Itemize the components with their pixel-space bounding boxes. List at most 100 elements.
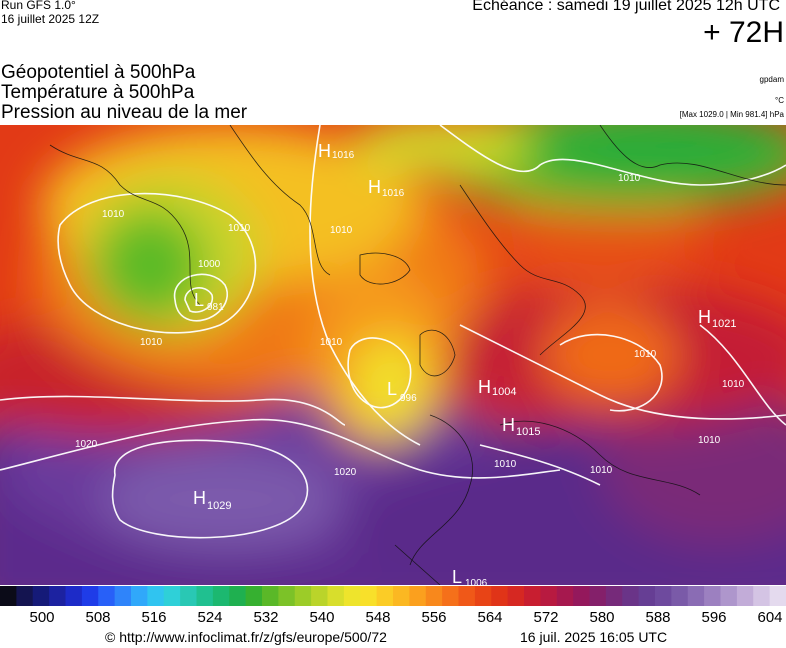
low-center-value: 996 xyxy=(400,393,417,404)
high-center-value: 1021 xyxy=(712,318,736,330)
unit-geopotential: gpdam xyxy=(759,75,784,84)
colorbar-swatch xyxy=(556,586,574,606)
title-geopotential: Géopotentiel à 500hPa xyxy=(1,62,196,83)
isobar-label: 1020 xyxy=(334,467,357,478)
colorbar-swatch xyxy=(311,586,329,606)
generated-date: 16 juil. 2025 16:05 UTC xyxy=(520,629,668,645)
colorbar-tick-label: 588 xyxy=(645,609,671,626)
colorbar-swatch xyxy=(360,586,378,606)
colorbar-swatch xyxy=(163,586,181,606)
unit-temperature: °C xyxy=(775,96,784,105)
isobar-label: 1010 xyxy=(140,337,163,348)
colorbar-swatch xyxy=(65,586,83,606)
colorbar-swatch xyxy=(212,586,230,606)
colorbar-swatch xyxy=(655,586,672,606)
isobar-label: 1020 xyxy=(75,439,98,450)
colorbar-swatch xyxy=(769,586,786,606)
unit-pressure-range: [Max 1029.0 | Min 981.4] hPa xyxy=(679,110,784,119)
colorbar-swatch xyxy=(491,586,509,606)
colorbar-swatch xyxy=(671,586,689,606)
colorbar-swatch xyxy=(458,586,476,606)
colorbar-swatch xyxy=(16,586,34,606)
title-temperature: Température à 500hPa xyxy=(1,82,195,103)
colorbar-tick-label: 580 xyxy=(589,609,615,626)
colorbar-tick-label: 524 xyxy=(197,609,223,626)
colorbar-tick-label: 604 xyxy=(757,609,783,626)
colorbar-swatch xyxy=(736,586,754,606)
isobar-label: 1010 xyxy=(634,349,657,360)
weather-map: L 981 L 996 L 1006 H 1029 H 1021 H 1015 … xyxy=(0,125,786,585)
colorbar-swatch xyxy=(98,586,116,606)
colorbar-swatch xyxy=(540,586,558,606)
colorbar-swatch xyxy=(704,586,722,606)
colorbar-swatch xyxy=(294,586,312,606)
high-center-label: H xyxy=(368,177,381,197)
colorbar-swatch xyxy=(605,586,623,606)
colorbar-swatch xyxy=(343,586,361,606)
colorbar-swatch xyxy=(409,586,427,606)
isobar-label: 1010 xyxy=(228,223,251,234)
colorbar xyxy=(0,586,786,606)
colorbar-swatch xyxy=(229,586,247,606)
high-center-value: 1029 xyxy=(207,500,231,512)
isobar-label: 1010 xyxy=(590,465,613,476)
colorbar-swatch xyxy=(573,586,591,606)
run-date: 16 juillet 2025 12Z xyxy=(1,12,100,26)
low-center-value: 981 xyxy=(207,302,224,313)
colorbar-swatch xyxy=(180,586,198,606)
low-center-label: L xyxy=(452,567,462,585)
colorbar-swatch xyxy=(327,586,345,606)
colorbar-tick-label: 556 xyxy=(421,609,447,626)
colorbar-swatch xyxy=(393,586,410,606)
colorbar-tick-label: 500 xyxy=(29,609,55,626)
isobar-label: 1010 xyxy=(330,225,353,236)
high-center-label: H xyxy=(318,141,331,161)
isobar-label: 1010 xyxy=(698,435,721,446)
colorbar-swatch xyxy=(687,586,705,606)
colorbar-swatch xyxy=(196,586,214,606)
colorbar-tick-label: 596 xyxy=(701,609,727,626)
colorbar-tick-label: 548 xyxy=(365,609,391,626)
isobar-label: 1010 xyxy=(320,337,343,348)
high-center-value: 1015 xyxy=(516,426,540,438)
low-center-value: 1006 xyxy=(465,578,488,585)
colorbar-swatch xyxy=(720,586,738,606)
colorbar-swatch xyxy=(262,586,279,606)
colorbar-swatch xyxy=(474,586,492,606)
high-center-value: 1016 xyxy=(332,150,355,161)
colorbar-swatch xyxy=(442,586,460,606)
colorbar-swatch xyxy=(147,586,165,606)
isobar-label: 1010 xyxy=(722,379,745,390)
colorbar-tick-label: 572 xyxy=(533,609,559,626)
colorbar-swatch xyxy=(278,586,296,606)
colorbar-swatch xyxy=(114,586,132,606)
colorbar-tick-label: 508 xyxy=(85,609,111,626)
isobar-label: 1000 xyxy=(198,259,221,270)
high-center-value: 1004 xyxy=(492,386,516,398)
isobar-label: 1010 xyxy=(102,209,125,220)
run-label: Run GFS 1.0° xyxy=(1,0,76,12)
low-center-label: L xyxy=(387,379,397,399)
isobar-label: 1010 xyxy=(494,459,517,470)
colorbar-swatch xyxy=(589,586,607,606)
colorbar-swatch xyxy=(638,586,656,606)
isobar-label: 1010 xyxy=(618,173,641,184)
high-center-label: H xyxy=(478,377,491,397)
colorbar-swatch xyxy=(376,586,394,606)
colorbar-swatch xyxy=(622,586,640,606)
colorbar-tick-label: 532 xyxy=(253,609,279,626)
high-center-label: H xyxy=(502,415,515,435)
lead-time: + 72H xyxy=(703,16,784,49)
high-center-label: H xyxy=(193,488,206,508)
source-url[interactable]: © http://www.infoclimat.fr/z/gfs/europe/… xyxy=(105,629,387,645)
colorbar-swatch xyxy=(245,586,263,606)
colorbar-swatch xyxy=(81,586,99,606)
title-pressure: Pression au niveau de la mer xyxy=(1,102,248,123)
colorbar-tick-label: 540 xyxy=(309,609,335,626)
colorbar-swatch xyxy=(0,586,17,606)
high-center-label: H xyxy=(698,307,711,327)
colorbar-swatch xyxy=(131,586,148,606)
forecast-valid-time: Echéance : samedi 19 juillet 2025 12h UT… xyxy=(472,0,780,14)
colorbar-swatch xyxy=(753,586,771,606)
colorbar-swatch xyxy=(32,586,50,606)
